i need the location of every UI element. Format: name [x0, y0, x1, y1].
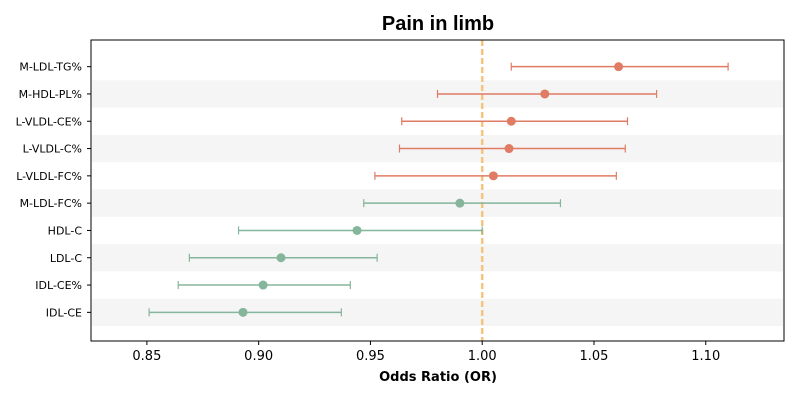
y-tick-label: M-LDL-TG% — [19, 61, 82, 74]
or-point — [455, 198, 465, 208]
y-tick-label: L-VLDL-C% — [23, 143, 82, 156]
x-tick-label: 0.90 — [244, 349, 273, 364]
or-point — [506, 116, 516, 126]
y-axis: M-LDL-TG% M-HDL-PL% L-VLDL-CE% L-VLDL-C% L-V… — [16, 61, 91, 319]
x-axis: 0.85 0.90 0.95 1.00 1.05 1.10 — [132, 341, 720, 364]
y-tick-label: IDL-CE — [46, 306, 82, 319]
y-tick-label: L-VLDL-FC% — [16, 170, 82, 183]
data-marks — [148, 62, 729, 317]
or-point — [504, 144, 514, 154]
or-point — [488, 171, 498, 181]
plot-frame — [90, 39, 785, 342]
y-tick-label: LDL-C — [50, 252, 83, 265]
or-point — [238, 307, 248, 317]
x-tick-label: 0.95 — [356, 349, 385, 364]
chart-title: Pain in limb — [382, 13, 494, 35]
y-tick-label: M-LDL-FC% — [20, 197, 82, 210]
y-tick-label: HDL-C — [48, 224, 83, 237]
x-axis-label: Odds Ratio (OR) — [379, 370, 497, 385]
x-tick-label: 1.00 — [468, 349, 497, 364]
or-point — [540, 89, 550, 99]
or-point — [614, 62, 624, 72]
x-tick-label: 0.85 — [132, 349, 161, 364]
or-point — [276, 253, 286, 263]
or-point — [258, 280, 268, 290]
x-tick-label: 1.05 — [580, 349, 609, 364]
y-tick-label: M-HDL-PL% — [19, 88, 82, 101]
or-point — [352, 225, 362, 235]
x-tick-label: 1.10 — [691, 349, 720, 364]
y-tick-label: L-VLDL-CE% — [16, 115, 82, 128]
y-tick-label: IDL-CE% — [35, 279, 82, 292]
